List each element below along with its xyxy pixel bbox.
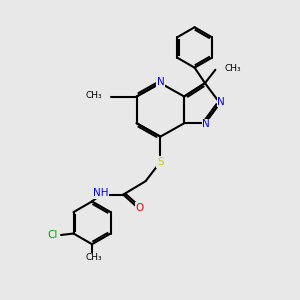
- Text: CH₃: CH₃: [85, 253, 102, 262]
- Text: NH: NH: [93, 188, 109, 198]
- Text: O: O: [136, 203, 144, 213]
- Text: N: N: [217, 97, 225, 107]
- Text: N: N: [157, 77, 164, 87]
- Text: CH₃: CH₃: [85, 91, 102, 100]
- Text: N: N: [202, 119, 210, 129]
- Text: S: S: [157, 157, 164, 167]
- Text: CH₃: CH₃: [224, 64, 241, 73]
- Text: Cl: Cl: [47, 230, 58, 240]
